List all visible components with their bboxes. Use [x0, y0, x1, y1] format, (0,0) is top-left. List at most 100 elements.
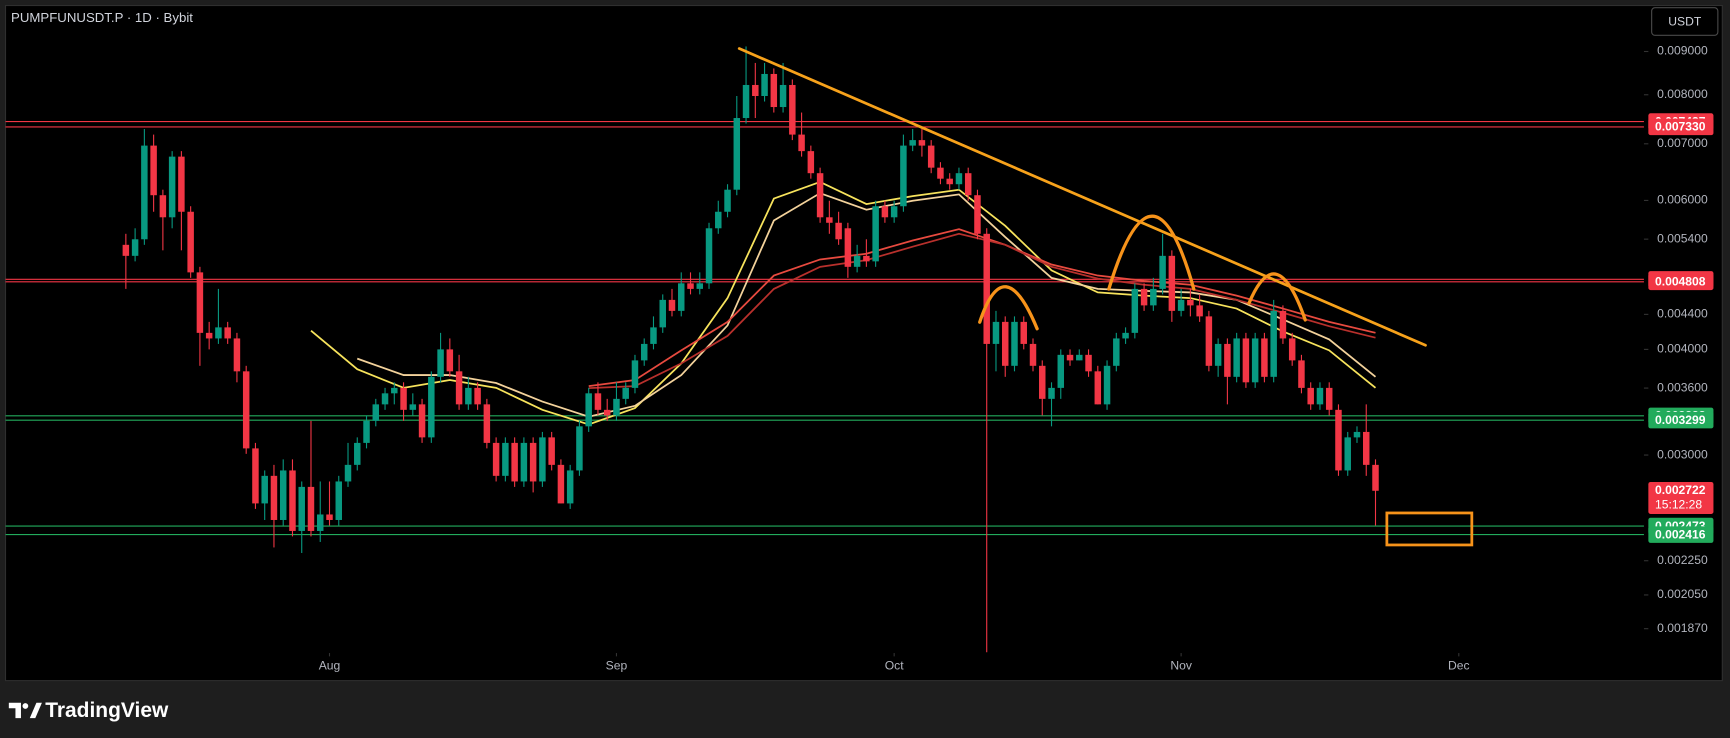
- candle-body: [705, 228, 713, 284]
- candle-body: [742, 84, 750, 119]
- candle-body: [1187, 299, 1194, 306]
- candle-body: [511, 442, 518, 482]
- candle-body: [492, 442, 500, 476]
- candle-body: [224, 327, 231, 339]
- candle-body: [1353, 431, 1361, 438]
- candle-body: [215, 327, 222, 339]
- candle-body: [1085, 354, 1092, 372]
- candle-body: [1177, 299, 1185, 311]
- y-tick-label: 0.004400: [1657, 307, 1708, 321]
- candle-body: [400, 387, 407, 410]
- candle-body: [1233, 338, 1240, 377]
- candle-body: [178, 156, 185, 212]
- candle-body: [1325, 387, 1333, 410]
- candle-body: [520, 442, 528, 482]
- candle-body: [557, 464, 565, 504]
- candle-body: [1011, 321, 1018, 366]
- candle-body: [455, 371, 463, 405]
- candle-body: [1307, 387, 1314, 405]
- candle-body: [631, 360, 639, 388]
- candle-body: [1140, 288, 1148, 306]
- candle-body: [566, 470, 574, 504]
- candle-body: [1131, 288, 1139, 333]
- level-label: 0.007330: [1655, 120, 1706, 134]
- x-tick-label: Sep: [606, 658, 628, 672]
- chart-pane: [4, 4, 1723, 682]
- candle-body: [409, 404, 417, 410]
- y-tick-label: 0.004000: [1657, 342, 1708, 356]
- candle-body: [733, 118, 741, 190]
- candle-body: [1020, 321, 1027, 344]
- arc: [1107, 214, 1196, 291]
- candle-body: [770, 73, 778, 108]
- price-axis: Aug Sep Oct Nov Dec 0.009000 0.008000 0.007000 0…: [319, 44, 1714, 672]
- candle-body: [983, 233, 990, 344]
- candle-body: [446, 349, 454, 372]
- candle-body: [122, 244, 130, 256]
- candle-body: [826, 217, 833, 223]
- candle-body: [391, 387, 398, 394]
- candle-body: [576, 426, 583, 471]
- candle-body: [622, 387, 629, 399]
- candle-body: [1214, 343, 1222, 366]
- candle-body: [1076, 354, 1083, 361]
- candle-body: [974, 195, 981, 234]
- candle-body: [150, 145, 157, 196]
- candle-body: [1270, 310, 1277, 377]
- candle-body: [354, 442, 361, 465]
- candle-body: [289, 470, 296, 531]
- level-label: 0.004808: [1655, 275, 1706, 289]
- x-tick-label: Nov: [1170, 658, 1193, 672]
- candle-body: [548, 437, 555, 465]
- x-tick-label: Oct: [885, 658, 904, 672]
- candle-body: [1251, 338, 1259, 383]
- candle-body: [233, 338, 241, 372]
- candle-body: [594, 393, 602, 410]
- moving-average: [588, 228, 1376, 387]
- target-box: [1385, 511, 1474, 547]
- y-tick-label: 0.002050: [1657, 587, 1708, 601]
- candle-body: [279, 470, 287, 520]
- y-tick-label: 0.008000: [1657, 87, 1708, 101]
- logo-mark: [29, 702, 42, 719]
- candle-body: [937, 167, 944, 179]
- x-tick-label: Aug: [319, 658, 341, 672]
- candle-body: [863, 255, 870, 262]
- candle-body: [1150, 288, 1157, 306]
- candle-body: [687, 283, 694, 289]
- candle-body: [205, 332, 213, 339]
- candle-body: [853, 255, 861, 267]
- y-tick-label: 0.003600: [1657, 380, 1708, 394]
- candle-body: [1261, 338, 1268, 377]
- candle-body: [372, 404, 380, 421]
- candle-body: [724, 189, 731, 212]
- candle-body: [1103, 365, 1111, 405]
- candle-body: [159, 195, 167, 218]
- logo-mark: [22, 703, 29, 709]
- candle-body: [1196, 305, 1203, 317]
- currency-label[interactable]: USDT: [1668, 14, 1702, 28]
- candle-body: [168, 156, 176, 218]
- candle-body: [835, 222, 842, 240]
- moving-average: [310, 180, 1377, 426]
- candle-body: [752, 84, 759, 97]
- candle-body: [1372, 464, 1379, 491]
- candle-body: [418, 404, 426, 438]
- candle-body: [317, 514, 324, 531]
- candle-body: [270, 475, 278, 520]
- candle-body: [1344, 437, 1351, 471]
- logo: [8, 702, 42, 719]
- level-label-box: [1648, 273, 1714, 291]
- candle-body: [890, 206, 898, 218]
- price-label: 0.002722: [1655, 483, 1706, 497]
- candle-body: [1122, 332, 1129, 339]
- y-tick-label: 0.005400: [1657, 231, 1708, 245]
- currency-button[interactable]: [1651, 7, 1719, 36]
- candle-body: [529, 442, 537, 482]
- candle-body: [1205, 316, 1213, 366]
- candle-body: [789, 84, 796, 135]
- candle-body: [437, 349, 444, 377]
- candle-body: [844, 228, 852, 267]
- candle-body: [1288, 338, 1296, 361]
